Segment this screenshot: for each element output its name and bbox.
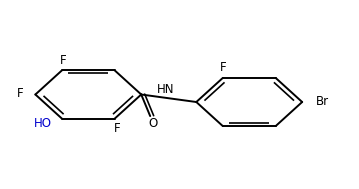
Text: O: O xyxy=(148,117,158,130)
Text: F: F xyxy=(114,122,121,135)
Text: F: F xyxy=(60,54,67,67)
Text: F: F xyxy=(219,61,226,74)
Text: Br: Br xyxy=(316,95,330,108)
Text: HO: HO xyxy=(34,117,52,130)
Text: F: F xyxy=(17,87,24,100)
Text: HN: HN xyxy=(157,83,174,96)
